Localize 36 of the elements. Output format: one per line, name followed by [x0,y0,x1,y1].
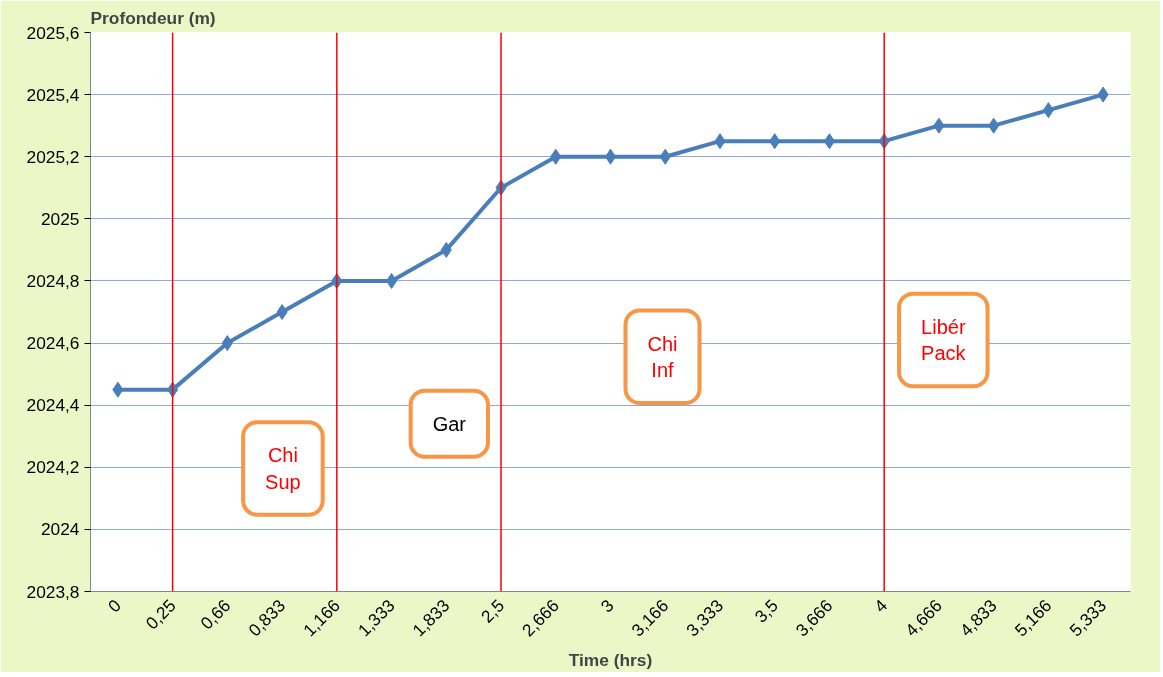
x-tick-label: 2,5 [476,595,509,627]
point [221,335,233,352]
y-axis-title: Profondeur (m) [90,7,216,28]
x-axis-title: Time (hrs) [568,649,653,670]
x-tick-label: 4 [870,595,892,617]
x-tick-label: 0 [103,595,125,617]
y-tick-label: 2024,4 [26,395,80,416]
annotation: Chi Sup [265,444,301,493]
point [769,133,781,150]
point [1097,86,1109,103]
y-tick-label: 2024,6 [26,333,80,354]
point [112,381,124,398]
y-tick-label: 2023,8 [26,581,80,602]
y-tick-label: 2025,6 [26,22,80,43]
point [440,241,452,258]
point [659,148,671,165]
point [276,304,288,320]
point [550,148,562,165]
y-tick-label: 2025,4 [26,84,80,105]
point [988,117,1000,134]
y-tick-label: 2024 [40,519,80,540]
annotation: Gar [432,412,467,435]
annotation: Chi Inf [647,332,678,381]
point [1042,102,1054,119]
y-tick-label: 2025 [40,208,80,229]
point [714,133,726,150]
x-tick-label: 3,5 [750,595,782,627]
point [823,133,835,150]
y-tick-label: 2024,8 [26,270,80,291]
x-tick-label: 0,66 [196,595,235,634]
annotation: Libér Pack [921,315,967,365]
point [386,272,398,289]
y-tick-label: 2024,2 [26,457,80,478]
x-tick-label: 3 [596,595,618,617]
y-tick-label: 2025,2 [26,146,80,167]
point [933,117,945,134]
